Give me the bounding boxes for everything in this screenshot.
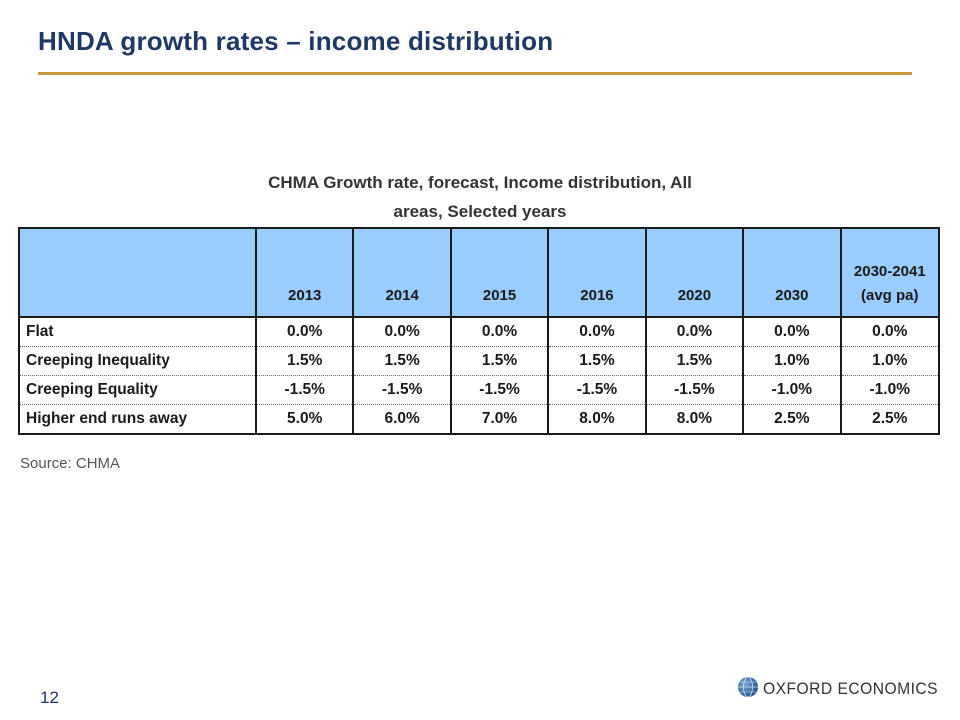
column-header: 2014 <box>353 229 452 318</box>
column-header: 2016 <box>548 229 647 318</box>
table-cell: 2.5% <box>872 410 908 427</box>
page-number: 12 <box>40 688 59 707</box>
table-cell: 1.0% <box>840 346 938 376</box>
table-cell: 0.0% <box>645 317 745 347</box>
column-header: 2020 <box>645 229 745 318</box>
table-cell: 0.0% <box>450 317 550 347</box>
row-label: Higher end runs away <box>20 404 257 433</box>
table-row: Creeping Inequality 1.5% 1.5% 1.5% 1.5% … <box>20 346 938 376</box>
table-cell: 1.5% <box>256 346 355 376</box>
table-cell: 0.0% <box>840 317 938 347</box>
row-label: Creeping Equality <box>20 375 257 405</box>
row-label: Creeping Inequality <box>20 346 257 376</box>
column-header-avg-note: (avg pa) <box>861 287 919 304</box>
column-header-avg: 2030-2041 (avg pa) <box>840 229 938 318</box>
table-cell: 0.0% <box>548 317 647 347</box>
table-cell: -1.0% <box>743 375 842 405</box>
table-row: Higher end runs away 5.0% 6.0% 7.0% 8.0%… <box>20 404 938 433</box>
table-caption-line-2: areas, Selected years <box>393 202 567 221</box>
logo-text: OXFORD ECONOMICS <box>763 679 939 698</box>
table-cell: -1.5% <box>450 375 550 405</box>
column-header: 2030 <box>743 229 842 318</box>
table-row: Flat 0.0% 0.0% 0.0% 0.0% 0.0% 0.0% 0.0% <box>20 317 938 347</box>
table-cell: -1.5% <box>548 375 647 405</box>
column-header: 2013 <box>256 229 355 318</box>
slide-title: HNDA growth rates – income distribution <box>38 26 554 56</box>
table-cell: -1.5% <box>645 375 745 405</box>
table-cell: 2.5% <box>743 404 842 433</box>
table-cell: 1.5% <box>645 346 745 376</box>
growth-rate-table: 2013 2014 2015 2016 2020 2030 2030-2041 … <box>18 227 940 435</box>
table-cell: 7.0% <box>450 404 550 433</box>
source-note: Source: CHMA <box>20 455 121 472</box>
table-cell: 5.0% <box>256 404 355 433</box>
table-cell: 1.5% <box>548 346 647 376</box>
table-cell: 8.0% <box>548 404 647 433</box>
table-cell: 6.0% <box>353 404 452 433</box>
table-cell: 8.0% <box>645 404 745 433</box>
globe-icon <box>737 676 759 703</box>
header-corner <box>20 229 257 318</box>
table-cell: 0.0% <box>256 317 355 347</box>
table-header-row: 2013 2014 2015 2016 2020 2030 2030-2041 … <box>20 229 938 318</box>
table-cell: 1.5% <box>353 346 452 376</box>
table-cell: 0.0% <box>743 317 842 347</box>
table-cell: 0.0% <box>353 317 452 347</box>
table-cell: 1.0% <box>743 346 842 376</box>
table-cell: -1.5% <box>353 375 452 405</box>
oxford-economics-logo: OXFORD ECONOMICS <box>737 676 953 703</box>
column-header: 2015 <box>450 229 550 318</box>
column-header-avg-period: 2030-2041 <box>853 263 926 280</box>
table-cell: 1.5% <box>450 346 550 376</box>
title-divider <box>38 72 912 75</box>
table-caption-line-1: CHMA Growth rate, forecast, Income distr… <box>268 173 692 192</box>
table-caption: CHMA Growth rate, forecast, Income distr… <box>160 168 800 226</box>
table-row: Creeping Equality -1.5% -1.5% -1.5% -1.5… <box>20 375 938 405</box>
table-cell: -1.5% <box>256 375 355 405</box>
table-cell: -1.0% <box>840 375 938 405</box>
row-label: Flat <box>20 317 257 347</box>
